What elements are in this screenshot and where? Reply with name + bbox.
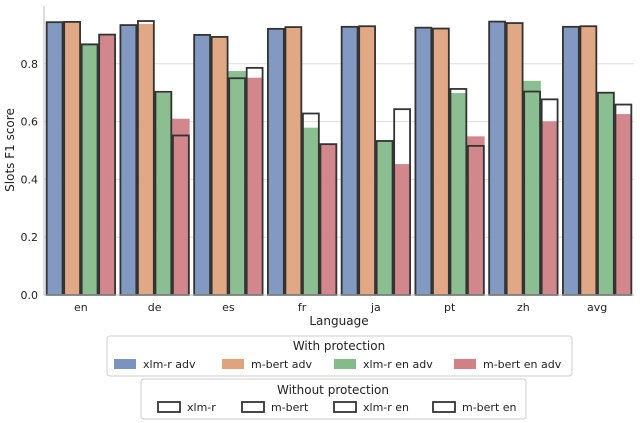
- legend-swatch-xlm-r: [157, 401, 181, 413]
- bar-m-bert-adv-fr: [284, 27, 303, 296]
- bar-m-bert-adv-es: [210, 36, 229, 295]
- bar-m-bert-en-adv-avg: [614, 114, 633, 295]
- bar-m-bert-en-adv-es: [245, 77, 264, 295]
- legend-swatch-xlm-r-en: [333, 401, 357, 413]
- bar-m-bert-adv-avg: [579, 26, 598, 295]
- bar-xlm-r-adv-pt: [414, 27, 433, 296]
- x-tick-label-avg: avg: [587, 301, 607, 314]
- bar-xlm-r-adv-ja: [340, 26, 359, 295]
- legend-swatch-xlm-r-en-adv: [334, 359, 356, 369]
- legend-swatch-xlm-r-adv: [114, 359, 136, 369]
- bar-xlm-r-en-adv-ja: [375, 140, 394, 295]
- bar-xlm-r-adv-zh: [488, 21, 506, 296]
- y-axis-label: Slots F1 score: [3, 108, 17, 192]
- bar-m-bert-en-adv-en: [98, 34, 116, 296]
- bar-m-bert-en-adv-pt: [467, 136, 485, 295]
- bar-xlm-r-adv-en: [45, 22, 64, 296]
- x-tick-label-de: de: [148, 301, 162, 314]
- legend-without-protection-title: Without protection: [277, 383, 389, 397]
- x-axis-label: Language: [309, 314, 368, 328]
- legend-swatch-m-bert-en: [432, 401, 456, 413]
- x-tick-label-es: es: [222, 301, 235, 314]
- legend-label-xlm-r-en-adv: xlm-r en adv: [363, 358, 433, 371]
- bar-xlm-r-adv-de: [119, 25, 138, 295]
- legend-label-m-bert: m-bert: [271, 401, 309, 414]
- bar-m-bert-adv-pt: [432, 28, 450, 296]
- bar-xlm-r-adv-avg: [562, 26, 580, 295]
- legend-label-m-bert-adv: m-bert adv: [251, 358, 312, 371]
- legend-without-protection: Without protection xlm-r m-bert xlm-r en m-…: [140, 378, 527, 420]
- y-tick-label: 0.2: [21, 231, 39, 244]
- x-tick-label-fr: fr: [298, 301, 307, 314]
- bars: [45, 20, 633, 296]
- bar-xlm-r-en-adv-en: [80, 43, 99, 295]
- axes: 0.0 0.2 0.4 0.6 0.8 en de es fr ja pt zh avg: [21, 6, 634, 314]
- y-tick-label: 0.4: [21, 173, 39, 186]
- bar-xlm-r-en-adv-de: [154, 92, 173, 295]
- bar-m-bert-en-adv-ja: [393, 164, 411, 295]
- legend-label-m-bert-en: m-bert en: [462, 401, 517, 414]
- bar-xlm-r-adv-es: [193, 34, 211, 296]
- x-tick-label-en: en: [74, 301, 88, 314]
- bar-m-bert-adv-en: [63, 21, 81, 296]
- legend-swatch-m-bert-en-adv: [454, 359, 476, 369]
- bar-m-bert-en-adv-zh: [540, 121, 559, 295]
- legend-with-protection-title: With protection: [293, 339, 385, 353]
- legend-label-m-bert-en-adv: m-bert en adv: [483, 358, 562, 371]
- legend-with-protection: With protection xlm-r adv m-bert adv xlm-r…: [106, 335, 573, 377]
- legend-without-protection-frame: [140, 378, 527, 420]
- legend-label-xlm-r: xlm-r: [187, 401, 216, 414]
- bar-m-bert-adv-ja: [358, 26, 376, 295]
- bar-m-bert-en-adv-fr: [319, 144, 338, 295]
- bar-xlm-r-en-adv-avg: [597, 92, 615, 295]
- bar-xlm-r-en-adv-zh: [523, 80, 541, 295]
- y-tick-label: 0.0: [21, 289, 39, 302]
- y-tick-label: 0.6: [21, 116, 39, 129]
- x-tick-label-ja: ja: [370, 301, 381, 314]
- bar-m-bert-en-adv-de: [172, 118, 190, 296]
- bar-xlm-r-en-adv-es: [228, 71, 246, 296]
- y-tick-label: 0.8: [21, 58, 39, 71]
- bar-m-bert-adv-zh: [505, 23, 524, 296]
- legend-label-xlm-r-adv: xlm-r adv: [143, 358, 196, 371]
- legend-label-xlm-r-en: xlm-r en: [363, 401, 409, 414]
- bar-m-bert-adv-de: [137, 23, 155, 295]
- x-tick-label-zh: zh: [517, 301, 530, 314]
- bar-xlm-r-en-adv-pt: [449, 92, 468, 295]
- bar-xlm-r-adv-fr: [267, 28, 285, 296]
- x-tick-label-pt: pt: [444, 301, 456, 314]
- legend-swatch-m-bert-adv: [222, 359, 244, 369]
- bar-xlm-r-en-adv-fr: [302, 127, 320, 295]
- legend-swatch-m-bert: [241, 401, 265, 413]
